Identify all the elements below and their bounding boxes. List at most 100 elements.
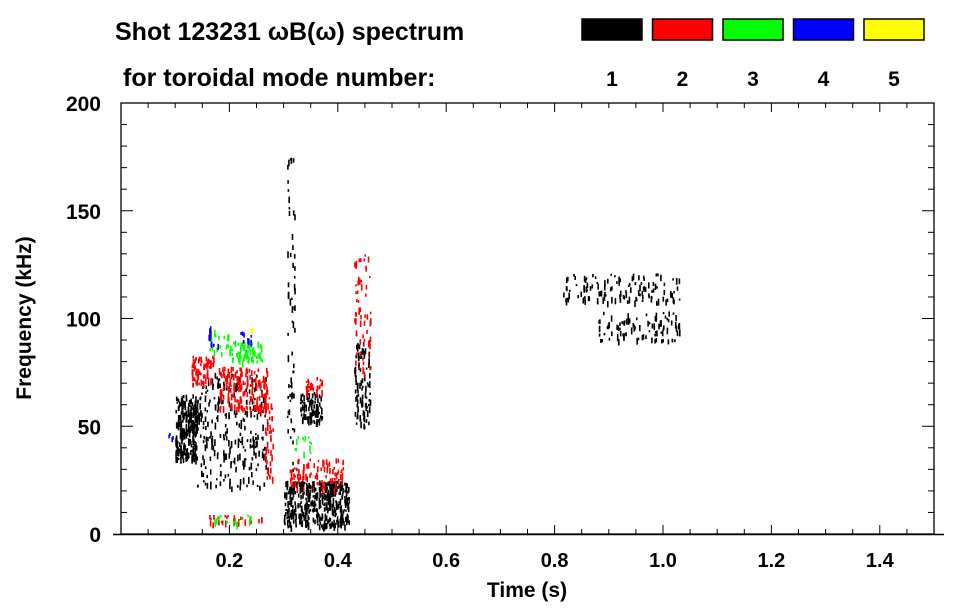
spectrum-point-mode-1 <box>608 337 611 341</box>
spectrum-point-mode-1 <box>300 398 302 402</box>
spectrum-point-mode-1 <box>292 505 294 509</box>
spectrum-point-mode-1 <box>219 474 222 477</box>
spectrum-point-mode-1 <box>327 507 329 512</box>
spectrum-point-mode-3 <box>295 448 298 451</box>
spectrum-point-mode-1 <box>368 407 371 414</box>
spectrum-point-mode-2 <box>326 466 329 474</box>
spectrum-point-mode-1 <box>332 484 335 490</box>
spectrum-point-mode-2 <box>257 368 260 372</box>
x-tick-label: 0.8 <box>541 550 569 572</box>
spectrum-point-mode-2 <box>198 382 200 386</box>
spectrum-point-mode-2 <box>357 276 360 284</box>
spectrum-point-mode-1 <box>316 514 318 518</box>
spectrum-point-mode-1 <box>235 468 237 473</box>
spectrum-point-mode-2 <box>362 361 365 366</box>
spectrum-point-mode-2 <box>239 385 242 392</box>
spectrum-point-mode-1 <box>316 520 319 524</box>
spectrum-point-mode-3 <box>247 514 249 517</box>
spectrum-point-mode-1 <box>603 294 606 301</box>
spectrum-point-mode-2 <box>342 462 344 465</box>
spectrum-point-mode-1 <box>176 456 178 464</box>
spectrum-point-mode-1 <box>368 362 370 368</box>
spectrum-point-mode-1 <box>293 486 295 493</box>
spectrum-point-mode-1 <box>175 458 177 463</box>
spectrum-points <box>168 157 681 532</box>
spectrum-point-mode-1 <box>244 458 247 461</box>
spectrum-point-mode-1 <box>299 513 302 521</box>
spectrum-point-mode-1 <box>177 457 180 461</box>
spectrum-point-mode-2 <box>194 365 197 370</box>
spectrum-point-mode-1 <box>603 311 605 316</box>
spectrum-point-mode-1 <box>312 481 314 484</box>
spectrum-point-mode-1 <box>322 496 325 500</box>
spectrum-point-mode-1 <box>313 506 316 512</box>
spectrum-point-mode-2 <box>193 365 196 372</box>
spectrum-point-mode-1 <box>301 481 303 486</box>
spectrum-point-mode-2 <box>335 472 338 480</box>
spectrum-point-mode-2 <box>321 390 323 397</box>
spectrum-point-mode-1 <box>675 325 678 332</box>
spectrum-point-mode-1 <box>359 368 362 372</box>
spectrum-point-mode-2 <box>241 405 243 411</box>
spectrum-point-mode-1 <box>315 492 317 498</box>
spectrum-point-mode-1 <box>256 413 259 420</box>
spectrum-point-mode-1 <box>222 399 224 404</box>
spectrum-point-mode-1 <box>249 384 252 387</box>
spectrum-point-mode-1 <box>304 413 307 421</box>
spectrum-point-mode-2 <box>233 391 235 394</box>
spectrum-point-mode-1 <box>185 420 187 423</box>
spectrum-point-mode-1 <box>210 482 212 490</box>
spectrum-point-mode-2 <box>251 390 253 395</box>
spectrum-point-mode-2 <box>307 378 309 383</box>
spectrum-point-mode-3 <box>214 519 216 523</box>
spectrum-point-mode-1 <box>307 504 310 510</box>
legend-swatch-mode-2 <box>651 18 714 41</box>
spectrum-point-mode-1 <box>188 420 191 425</box>
spectrum-point-mode-2 <box>355 291 357 295</box>
spectrum-point-mode-1 <box>358 358 360 362</box>
spectrum-point-mode-1 <box>650 295 653 303</box>
spectrum-point-mode-1 <box>289 486 292 491</box>
spectrum-point-mode-1 <box>237 484 239 488</box>
spectrum-point-mode-1 <box>313 410 316 416</box>
spectrum-point-mode-3 <box>226 520 228 524</box>
spectrum-point-mode-2 <box>209 515 211 520</box>
spectrum-point-mode-1 <box>338 501 340 504</box>
spectrum-point-mode-1 <box>347 502 349 510</box>
spectrum-point-mode-2 <box>212 522 214 529</box>
spectrum-point-mode-1 <box>596 282 599 285</box>
spectrum-point-mode-1 <box>354 389 357 394</box>
spectrum-point-mode-4 <box>208 334 210 341</box>
spectrum-point-mode-1 <box>648 282 650 289</box>
spectrum-point-mode-2 <box>212 362 215 368</box>
spectrum-point-mode-1 <box>301 505 303 511</box>
spectrum-point-mode-2 <box>209 520 212 527</box>
spectrum-point-mode-1 <box>300 394 302 401</box>
spectrum-point-mode-2 <box>206 369 209 372</box>
spectrum-point-mode-1 <box>248 466 251 471</box>
spectrum-point-mode-3 <box>248 356 250 364</box>
spectrum-point-mode-2 <box>312 387 315 392</box>
spectrum-point-mode-1 <box>302 416 304 424</box>
spectrum-point-mode-4 <box>248 338 250 346</box>
spectrum-point-mode-2 <box>204 377 207 384</box>
spectrum-point-mode-1 <box>346 501 348 507</box>
spectrum-point-mode-1 <box>618 282 620 286</box>
spectrum-point-mode-2 <box>197 369 200 373</box>
spectrum-point-mode-1 <box>366 382 369 385</box>
spectrum-point-mode-3 <box>257 341 260 348</box>
spectrum-point-mode-2 <box>193 376 195 381</box>
spectrum-point-mode-2 <box>271 454 273 462</box>
spectrum-point-mode-1 <box>563 292 565 298</box>
spectrum-point-mode-1 <box>323 525 325 532</box>
spectrum-point-mode-1 <box>334 511 336 516</box>
spectrum-point-mode-1 <box>289 436 292 439</box>
spectrum-point-mode-1 <box>355 396 357 402</box>
x-tick-label: 1.4 <box>866 550 895 572</box>
spectrum-point-mode-1 <box>299 518 302 525</box>
spectrum-point-mode-3 <box>220 352 223 358</box>
spectrum-point-mode-1 <box>316 492 319 499</box>
spectrum-point-mode-2 <box>264 400 266 406</box>
spectrum-point-mode-1 <box>288 409 291 416</box>
spectrum-point-mode-1 <box>332 523 335 528</box>
